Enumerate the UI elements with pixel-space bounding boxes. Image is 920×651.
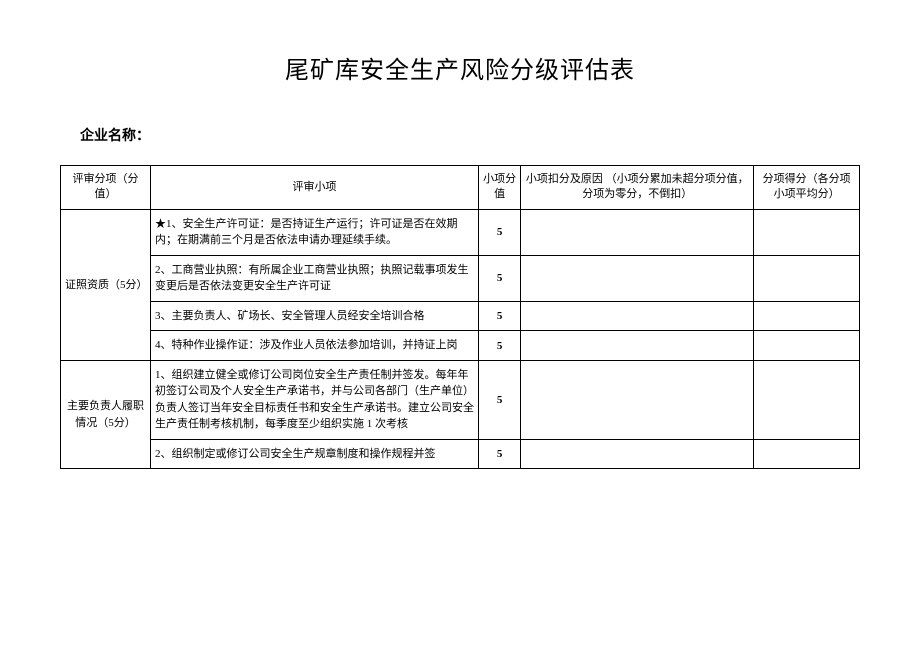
header-avg-score: 分项得分（各分项小项平均分） [754,166,860,210]
table-row: 4、特种作业操作证：涉及作业人员依法参加培训，并持证上岗 5 [61,331,860,361]
header-item: 评审小项 [150,166,478,210]
company-name-label: 企业名称： [80,125,860,145]
evaluation-table: 评审分项（分值） 评审小项 小项分值 小项扣分及原因 （小项分累加未超分项分值，… [60,165,860,469]
avg-cell [754,301,860,331]
document-title: 尾矿库安全生产风险分级评估表 [60,50,860,85]
avg-cell [754,360,860,439]
score-cell: 5 [479,331,521,361]
score-cell: 5 [479,360,521,439]
deduct-cell [521,209,754,255]
score-cell: 5 [479,255,521,301]
score-cell: 5 [479,301,521,331]
table-row: 2、工商营业执照：有所属企业工商营业执照；执照记载事项发生变更后是否依法变更安全… [61,255,860,301]
category-cell: 证照资质（5分） [61,209,151,360]
item-cell: ★1、安全生产许可证：是否持证生产运行；许可证是否在效期内；在期满前三个月是否依… [150,209,478,255]
item-cell: 2、组织制定或修订公司安全生产规章制度和操作规程并签 [150,439,478,469]
header-category: 评审分项（分值） [61,166,151,210]
item-cell: 3、主要负责人、矿场长、安全管理人员经安全培训合格 [150,301,478,331]
deduct-cell [521,439,754,469]
item-cell: 4、特种作业操作证：涉及作业人员依法参加培训，并持证上岗 [150,331,478,361]
category-cell: 主要负责人履职情况（5分） [61,360,151,469]
score-cell: 5 [479,439,521,469]
avg-cell [754,331,860,361]
avg-cell [754,209,860,255]
table-row: 3、主要负责人、矿场长、安全管理人员经安全培训合格 5 [61,301,860,331]
item-cell: 2、工商营业执照：有所属企业工商营业执照；执照记载事项发生变更后是否依法变更安全… [150,255,478,301]
avg-cell [754,439,860,469]
header-deduction: 小项扣分及原因 （小项分累加未超分项分值，分项为零分，不倒扣） [521,166,754,210]
header-item-score: 小项分值 [479,166,521,210]
item-cell: 1、组织建立健全或修订公司岗位安全生产责任制并签发。每年年初签订公司及个人安全生… [150,360,478,439]
avg-cell [754,255,860,301]
table-row: 主要负责人履职情况（5分） 1、组织建立健全或修订公司岗位安全生产责任制并签发。… [61,360,860,439]
deduct-cell [521,255,754,301]
deduct-cell [521,301,754,331]
score-cell: 5 [479,209,521,255]
deduct-cell [521,360,754,439]
deduct-cell [521,331,754,361]
table-row: 证照资质（5分） ★1、安全生产许可证：是否持证生产运行；许可证是否在效期内；在… [61,209,860,255]
table-row: 2、组织制定或修订公司安全生产规章制度和操作规程并签 5 [61,439,860,469]
